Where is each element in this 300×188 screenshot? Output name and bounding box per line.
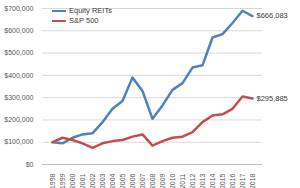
svg-text:$300,000: $300,000 bbox=[4, 94, 33, 101]
svg-text:$400,000: $400,000 bbox=[4, 72, 33, 79]
svg-text:$295,885: $295,885 bbox=[257, 94, 288, 103]
svg-text:2008: 2008 bbox=[149, 173, 156, 188]
svg-text:1999: 1999 bbox=[59, 173, 66, 188]
svg-text:2012: 2012 bbox=[189, 173, 196, 188]
svg-text:2009: 2009 bbox=[159, 173, 166, 188]
svg-text:2013: 2013 bbox=[199, 173, 206, 188]
svg-text:2003: 2003 bbox=[99, 173, 106, 188]
svg-text:2001: 2001 bbox=[79, 173, 86, 188]
svg-text:$100,000: $100,000 bbox=[4, 138, 33, 145]
svg-text:2004: 2004 bbox=[109, 173, 116, 188]
svg-text:$666,083: $666,083 bbox=[257, 11, 288, 20]
html-text:S&P 500: S&P 500 bbox=[69, 16, 99, 25]
svg-text:$700,000: $700,000 bbox=[4, 5, 33, 12]
svg-text:2015: 2015 bbox=[219, 173, 226, 188]
svg-text:2007: 2007 bbox=[139, 173, 146, 188]
svg-text:2010: 2010 bbox=[169, 173, 176, 188]
svg-text:2017: 2017 bbox=[239, 173, 246, 188]
svg-text:2014: 2014 bbox=[209, 173, 216, 188]
svg-text:1998: 1998 bbox=[49, 173, 56, 188]
svg-text:2002: 2002 bbox=[89, 173, 96, 188]
svg-text:2011: 2011 bbox=[179, 173, 186, 188]
svg-text:$600,000: $600,000 bbox=[4, 27, 33, 34]
svg-text:$500,000: $500,000 bbox=[4, 49, 33, 56]
html-text:Equity REITs: Equity REITs bbox=[69, 6, 112, 15]
svg-text:$0: $0 bbox=[26, 161, 34, 168]
svg-text:2006: 2006 bbox=[129, 173, 136, 188]
svg-text:2000: 2000 bbox=[69, 173, 76, 188]
svg-text:$200,000: $200,000 bbox=[4, 116, 33, 123]
svg-text:2018: 2018 bbox=[249, 173, 256, 188]
svg-text:2005: 2005 bbox=[119, 173, 126, 188]
svg-text:2016: 2016 bbox=[229, 173, 236, 188]
